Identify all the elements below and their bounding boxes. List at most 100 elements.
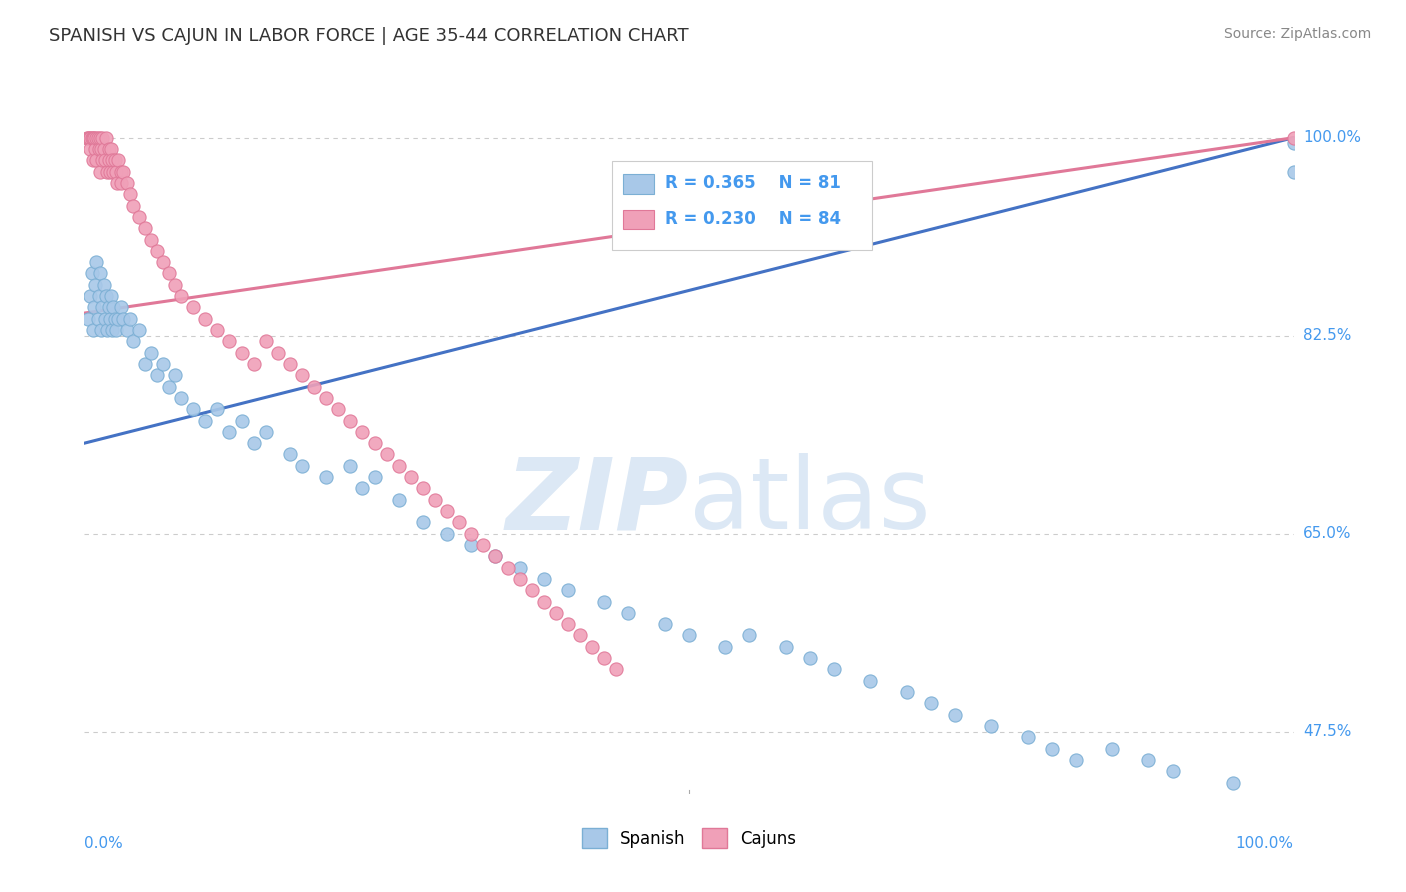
- Text: 47.5%: 47.5%: [1303, 724, 1351, 739]
- Point: [157, 379, 180, 393]
- Point: [107, 153, 129, 168]
- Point: [134, 357, 156, 371]
- Point: [94, 289, 117, 303]
- Point: [231, 413, 253, 427]
- Point: [134, 221, 156, 235]
- Point: [86, 311, 108, 326]
- Text: ZIP: ZIP: [506, 453, 689, 550]
- Point: [93, 142, 115, 156]
- Point: [94, 130, 117, 145]
- Point: [352, 482, 374, 496]
- Point: [86, 130, 108, 145]
- Point: [1064, 753, 1087, 767]
- Point: [436, 526, 458, 541]
- Text: 0.0%: 0.0%: [84, 836, 124, 851]
- Point: [1282, 136, 1305, 151]
- Point: [93, 277, 115, 292]
- Point: [76, 130, 98, 145]
- Point: [896, 685, 918, 699]
- Point: [254, 334, 277, 349]
- Point: [103, 301, 125, 315]
- Point: [799, 651, 821, 665]
- Point: [484, 549, 506, 564]
- Point: [128, 210, 150, 224]
- Point: [103, 164, 125, 178]
- Point: [80, 267, 103, 281]
- Point: [94, 153, 117, 168]
- Point: [101, 153, 124, 168]
- Point: [83, 130, 105, 145]
- Point: [146, 368, 169, 383]
- Point: [509, 572, 531, 586]
- Point: [291, 458, 314, 473]
- Point: [120, 187, 142, 202]
- Point: [339, 413, 361, 427]
- Point: [544, 606, 567, 620]
- Point: [170, 289, 193, 303]
- Point: [97, 142, 120, 156]
- Point: [110, 301, 132, 315]
- Point: [520, 583, 543, 598]
- Point: [533, 594, 555, 608]
- Point: [484, 549, 506, 564]
- Point: [97, 153, 120, 168]
- Point: [94, 311, 117, 326]
- Point: [775, 640, 797, 654]
- Point: [181, 402, 204, 417]
- Point: [714, 640, 737, 654]
- Point: [399, 470, 422, 484]
- Point: [207, 402, 229, 417]
- Point: [593, 651, 616, 665]
- Point: [96, 323, 118, 337]
- Point: [472, 538, 495, 552]
- Point: [89, 130, 111, 145]
- Point: [315, 391, 337, 405]
- Point: [557, 617, 579, 632]
- Point: [139, 345, 162, 359]
- Point: [121, 198, 143, 212]
- Point: [112, 164, 135, 178]
- Point: [496, 560, 519, 574]
- Text: atlas: atlas: [689, 453, 931, 550]
- Point: [581, 640, 603, 654]
- Point: [107, 311, 129, 326]
- Point: [79, 142, 101, 156]
- Point: [121, 334, 143, 349]
- Point: [77, 130, 100, 145]
- Point: [84, 277, 107, 292]
- Point: [98, 164, 121, 178]
- Point: [181, 301, 204, 315]
- Point: [79, 130, 101, 145]
- Point: [920, 697, 942, 711]
- Point: [146, 244, 169, 258]
- Point: [79, 289, 101, 303]
- Text: R = 0.230    N = 84: R = 0.230 N = 84: [665, 210, 841, 227]
- Point: [1017, 731, 1039, 745]
- Point: [436, 504, 458, 518]
- Point: [460, 526, 482, 541]
- Point: [82, 323, 104, 337]
- Point: [569, 628, 592, 642]
- Point: [82, 130, 104, 145]
- Point: [98, 311, 121, 326]
- Point: [83, 301, 105, 315]
- Point: [242, 436, 264, 450]
- Point: [533, 572, 555, 586]
- Point: [170, 391, 193, 405]
- Point: [77, 130, 100, 145]
- Point: [84, 142, 107, 156]
- Point: [267, 345, 290, 359]
- Point: [339, 458, 361, 473]
- Text: 82.5%: 82.5%: [1303, 328, 1351, 343]
- Point: [388, 458, 411, 473]
- Point: [375, 448, 398, 462]
- Point: [80, 130, 103, 145]
- Point: [328, 402, 350, 417]
- Point: [654, 617, 676, 632]
- Text: 100.0%: 100.0%: [1236, 836, 1294, 851]
- Point: [412, 516, 434, 530]
- Point: [152, 255, 174, 269]
- Point: [943, 707, 966, 722]
- Point: [605, 662, 627, 676]
- Point: [115, 323, 138, 337]
